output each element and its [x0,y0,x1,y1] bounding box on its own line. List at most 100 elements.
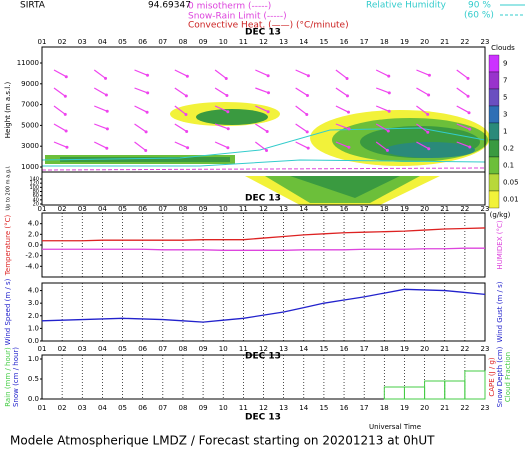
wind-arrow [295,87,308,96]
colorbar-label: 0.1 [503,162,514,170]
wind-arrow-head [266,74,270,78]
hour-label: 21 [440,205,449,213]
wind-arrow-head [385,148,389,152]
y-tick-label: 1000 [21,163,39,171]
wind-arrow-head [105,127,109,131]
hour-label: 03 [78,404,87,412]
hour-label: 15 [319,205,328,213]
date-label: DEC 13 [245,352,281,362]
line-series [42,227,486,242]
wind-arrow-head [64,75,68,79]
y-tick-label: 0.0 [28,395,39,403]
wind-arrow-head [104,76,108,80]
hour-label: 17 [360,38,369,46]
wind-arrow-head [105,109,109,113]
wind-arrow [456,69,469,79]
wind-arrow-head [146,91,150,95]
hour-label: 13 [279,205,288,213]
wind-arrow-head [346,110,350,114]
wind-arrow [134,141,147,151]
wind-arrow-head [347,145,351,149]
wind-arrow [416,105,429,115]
wind-arrow [174,87,187,97]
date-label: DEC 13 [245,28,281,38]
wind-arrow-head [145,110,149,114]
hour-label: 14 [299,404,308,412]
rh-60: (60 %) [464,11,494,21]
y-tick-label: 120 [29,181,39,187]
y-tick-label: 3.0 [28,299,39,307]
y-tick-label: 9000 [21,80,39,88]
time-label: Universal Time [369,423,421,431]
wind-arrow [416,87,429,96]
y2-label: Snow Depth (cm) [496,346,504,407]
hour-label: 22 [460,38,469,46]
wind-arrow [174,105,187,115]
hour-label: 18 [380,205,389,213]
wind-arrow-head [226,146,230,150]
hour-label: 10 [219,404,228,412]
hour-label: 21 [440,345,449,353]
wind-arrow [255,141,267,151]
y-tick-label: 60 [33,193,39,199]
panel-frame [41,46,486,206]
wind-arrow [214,87,228,96]
hour-label: 08 [178,345,187,353]
coord: 94.69347 [148,1,191,11]
wind-arrow [214,141,229,149]
hour-label: 08 [178,205,187,213]
hour-label: 22 [460,205,469,213]
wind-arrow [295,141,309,149]
date-label: DEC 13 [245,413,281,423]
wind-arrow [174,141,188,149]
wind-arrow [456,123,470,130]
wind-arrow [134,87,148,94]
wind-arrow [53,141,68,148]
wind-arrow [375,105,390,112]
hour-label: 06 [138,205,147,213]
hour-label: 05 [118,205,127,213]
hour-label: 02 [58,205,67,213]
y-label: Height (m a.s.l.) [4,82,12,139]
hour-label: 16 [340,345,349,353]
hour-label: 06 [138,345,147,353]
wind-arrow-head [184,94,188,98]
wind-arrow [53,123,67,132]
wind-arrow-head [104,93,108,97]
hour-label: 02 [58,404,67,412]
wind-arrow-head [468,145,472,149]
colorbar-unit: (g/kg) [490,211,511,219]
wind-arrow-head [387,91,391,95]
rh-contour [42,159,486,167]
wind-arrow-head [144,130,148,134]
colorbar-label: 9 [503,60,507,68]
hour-label: 10 [219,205,228,213]
wind-arrow-head [387,74,391,78]
cloud-blob [385,142,475,158]
wind-arrow-head [466,94,470,98]
wind-arrow [456,87,469,97]
hour-label: 10 [219,345,228,353]
hour-label: 08 [178,38,187,46]
wind-arrow [255,87,269,94]
colorbar-cell [488,71,500,90]
hour-label: 19 [400,345,409,353]
wind-arrow-head [347,127,351,131]
wind-arrow [94,141,108,149]
y2-label: Wind Gust (m / s) [496,281,504,342]
hour-label: 07 [158,205,167,213]
wind-arrow-head [265,129,269,133]
y2-label: CAPE (J / g) [488,357,496,397]
hour-label: 19 [400,404,409,412]
wind-arrow [416,69,430,76]
hour-label: 20 [420,38,429,46]
wind-arrow-head [184,112,188,116]
hour-label: 15 [319,345,328,353]
y-tick-label: -2.0 [25,252,39,260]
hour-label: 19 [400,38,409,46]
hour-label: 16 [340,404,349,412]
wind-arrow [53,87,66,97]
legend-iso: 0 misotherm (-----) [188,2,271,12]
hour-label: 22 [460,345,469,353]
